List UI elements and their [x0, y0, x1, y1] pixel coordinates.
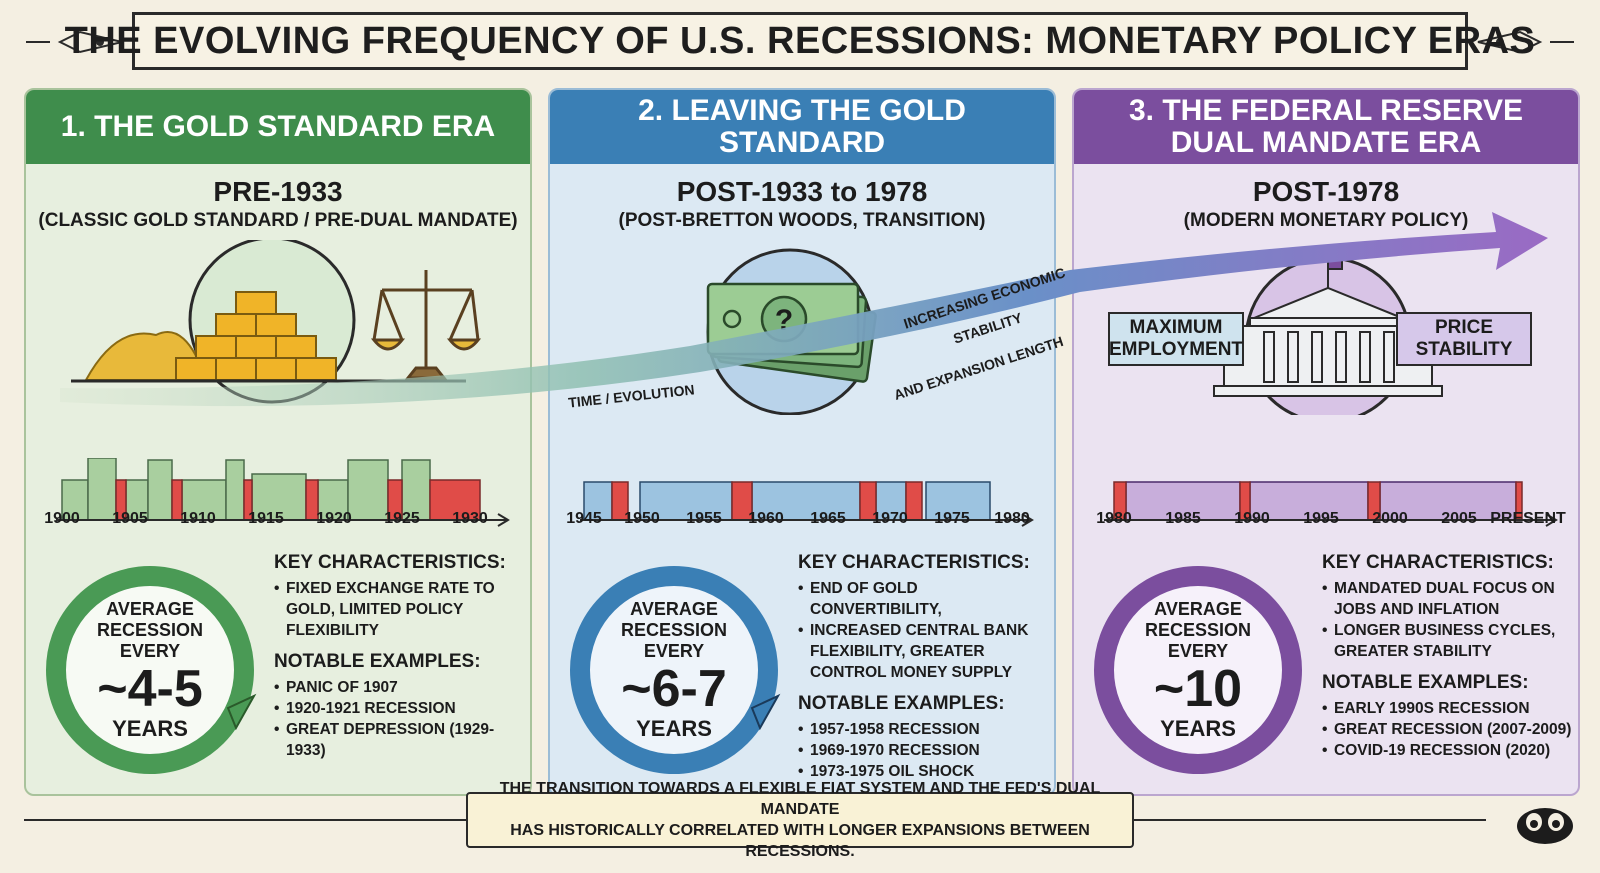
title-ornaments: [26, 30, 1574, 54]
maximum-employment-label: MAXIMUM EMPLOYMENT: [1108, 312, 1244, 366]
list-item: PANIC OF 1907: [274, 677, 529, 698]
timeline-labels: 1980 1985 1990 1995 2000 2005 PRESENT: [1096, 458, 1566, 538]
avg-unit: YEARS: [636, 715, 712, 741]
tick-label: 1985: [1165, 510, 1201, 527]
tick-label: 1910: [180, 510, 216, 527]
era-subtitle: (MODERN MONETARY POLICY): [1183, 210, 1469, 231]
panel-header: 3. THE FEDERAL RESERVE DUAL MANDATE ERA: [1074, 90, 1578, 164]
key-characteristics-title: KEY CHARACTERISTICS:: [1322, 552, 1554, 573]
footer-note: THE TRANSITION TOWARDS A FLEXIBLE FIAT S…: [466, 780, 1134, 860]
list-item: END OF GOLD CONVERTIBILITY,: [798, 578, 1053, 620]
list-item: 1973-1975 OIL SHOCK: [798, 761, 1053, 782]
tick-label: 1945: [566, 510, 602, 527]
avg-recession: AVERAGE RECESSION EVERY ~10 YEARS: [1088, 560, 1308, 780]
panel-leaving-gold: 2. LEAVING THE GOLD STANDARD POST-1933 t…: [548, 88, 1056, 796]
tick-label: 1930: [452, 510, 488, 527]
footer-rule-right: [1134, 819, 1486, 821]
panel-dual-mandate: 3. THE FEDERAL RESERVE DUAL MANDATE ERA …: [1072, 88, 1580, 796]
list-item: MANDATED DUAL FOCUS ON JOBS AND INFLATIO…: [1322, 578, 1577, 620]
timeline-labels: 1900 1905 1910 1915 1920 1925 1930: [44, 458, 516, 538]
era-date: POST-1933 to 1978: [676, 176, 928, 207]
cycle-ring-icon: [1094, 566, 1302, 774]
tick-label: 1960: [748, 510, 784, 527]
avg-label: AVERAGE RECESSION EVERY: [1144, 598, 1252, 661]
title-bar: THE EVOLVING FREQUENCY OF U.S. RECESSION…: [0, 0, 1600, 72]
info-column: KEY CHARACTERISTICS: MANDATED DUAL FOCUS…: [1322, 552, 1577, 771]
tick-label: 1950: [624, 510, 660, 527]
footer-line-1: THE TRANSITION TOWARDS A FLEXIBLE FIAT S…: [499, 780, 1101, 818]
timeline-labels: 1945 1950 1955 1960 1965 1970 1975 1980: [566, 458, 1040, 538]
tick-label: 1925: [384, 510, 420, 527]
avg-label: AVERAGE RECESSION EVERY: [96, 598, 204, 661]
avg-value: ~10: [1153, 659, 1243, 718]
info-column: KEY CHARACTERISTICS: END OF GOLD CONVERT…: [798, 552, 1053, 792]
notable-examples-title: NOTABLE EXAMPLES:: [1322, 672, 1529, 693]
avg-unit: YEARS: [112, 715, 188, 741]
list-item: GREAT DEPRESSION (1929-1933): [274, 719, 529, 761]
recession-timeline: [1104, 481, 1558, 527]
tick-label: 1970: [872, 510, 908, 527]
era-subtitle: (POST-BRETTON WOODS, TRANSITION): [618, 210, 986, 231]
tick-label: PRESENT: [1490, 510, 1566, 527]
tick-label: 1975: [934, 510, 970, 527]
avg-label: AVERAGE RECESSION EVERY: [620, 598, 728, 661]
avg-recession: AVERAGE RECESSION EVERY ~4-5 YEARS: [40, 560, 260, 780]
info-column: KEY CHARACTERISTICS: FIXED EXCHANGE RATE…: [274, 552, 529, 771]
gold-illustration: [71, 240, 482, 404]
tick-label: 1915: [248, 510, 284, 527]
page-title: THE EVOLVING FREQUENCY OF U.S. RECESSION…: [64, 19, 1536, 62]
list-item: 1920-1921 RECESSION: [274, 698, 529, 719]
list-item: 1957-1958 RECESSION: [798, 719, 1053, 740]
tick-label: 1900: [44, 510, 80, 527]
list-item: INCREASED CENTRAL BANK FLEXIBILITY, GREA…: [798, 620, 1053, 683]
logo-icon: [1517, 808, 1573, 844]
svg-text:?: ?: [775, 304, 793, 337]
list-item: LONGER BUSINESS CYCLES, GREATER STABILIT…: [1322, 620, 1577, 662]
footer-rule-left: [24, 819, 466, 821]
tick-label: 1955: [686, 510, 722, 527]
list-item: 1969-1970 RECESSION: [798, 740, 1053, 761]
tick-label: 1980: [994, 510, 1030, 527]
price-stability-label: PRICE STABILITY: [1396, 312, 1532, 366]
scales-icon: [370, 270, 482, 380]
tick-label: 1905: [112, 510, 148, 527]
tick-label: 1980: [1096, 510, 1132, 527]
key-characteristics-title: KEY CHARACTERISTICS:: [274, 552, 506, 573]
page-title-box: THE EVOLVING FREQUENCY OF U.S. RECESSION…: [65, 12, 1535, 70]
list-item: GREAT RECESSION (2007-2009): [1322, 719, 1577, 740]
key-characteristics-title: KEY CHARACTERISTICS:: [798, 552, 1030, 573]
avg-value: ~4-5: [97, 659, 203, 718]
tick-label: 2000: [1372, 510, 1408, 527]
footer-line-2: HAS HISTORICALLY CORRELATED WITH LONGER …: [510, 822, 1090, 860]
recession-timeline: [56, 458, 510, 527]
panel-header: 1. THE GOLD STANDARD ERA: [26, 90, 530, 164]
notable-examples-title: NOTABLE EXAMPLES:: [798, 693, 1005, 714]
era-date: POST-1978: [1252, 176, 1400, 207]
cycle-ring-icon: [570, 566, 781, 774]
panel-header: 2. LEAVING THE GOLD STANDARD: [550, 90, 1054, 164]
tick-label: 1990: [1234, 510, 1270, 527]
avg-value: ~6-7: [621, 659, 727, 718]
list-item: FIXED EXCHANGE RATE TO GOLD, LIMITED POL…: [274, 578, 529, 641]
tick-label: 1920: [316, 510, 352, 527]
tick-label: 2005: [1441, 510, 1477, 527]
era-date: PRE-1933: [213, 176, 343, 207]
avg-unit: YEARS: [1160, 715, 1236, 741]
list-item: EARLY 1990s RECESSION: [1322, 698, 1577, 719]
tick-label: 1965: [810, 510, 846, 527]
tick-label: 1995: [1303, 510, 1339, 527]
notable-examples-title: NOTABLE EXAMPLES:: [274, 651, 481, 672]
avg-recession: AVERAGE RECESSION EVERY ~6-7 YEARS: [564, 560, 784, 780]
list-item: COVID-19 RECESSION (2020): [1322, 740, 1577, 761]
recession-timeline: [580, 481, 1034, 527]
cycle-ring-icon: [46, 566, 257, 774]
era-subtitle: (CLASSIC GOLD STANDARD / PRE-DUAL MANDAT…: [38, 210, 518, 231]
panel-gold-standard: 1. THE GOLD STANDARD ERA PRE-1933 (CLASS…: [24, 88, 532, 796]
